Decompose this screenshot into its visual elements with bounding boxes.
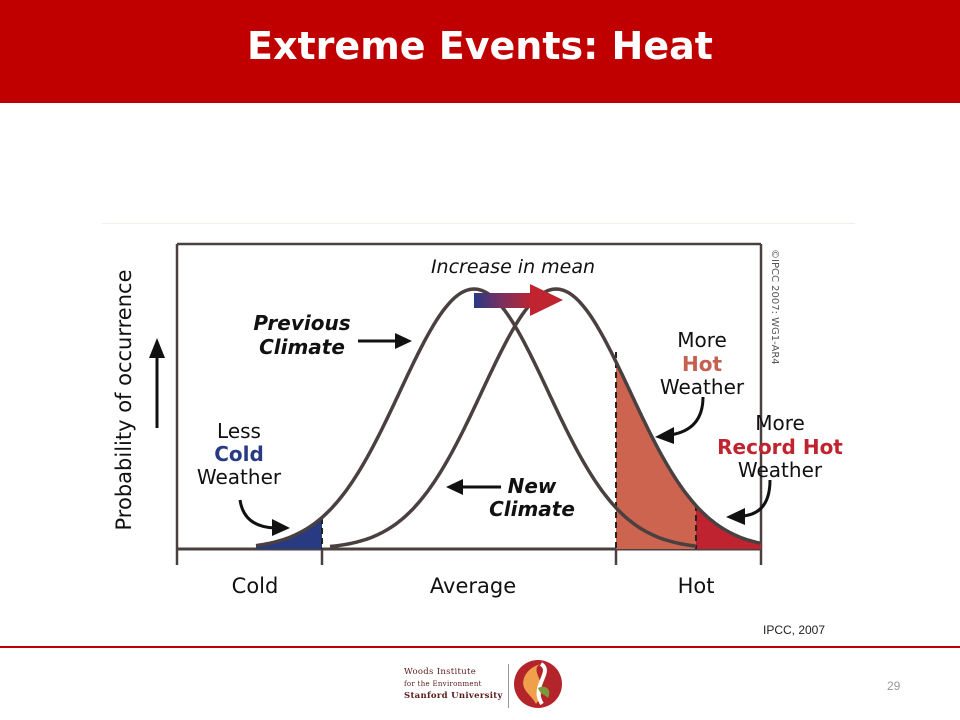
x-label-average: Average — [430, 574, 516, 598]
previous-climate-curve — [255, 287, 697, 548]
figure-frame — [102, 223, 855, 604]
footer-logo: Woods Institute for the Environment Stan… — [404, 658, 574, 714]
record-hot-tail-area — [696, 505, 761, 549]
title-bar: Extreme Events: Heat — [0, 0, 960, 103]
previous-climate-arrow-head — [395, 333, 412, 349]
hot-tail-area — [616, 361, 696, 549]
less-cold-line1: Less — [217, 419, 261, 443]
stanford-woods-emblem — [514, 660, 562, 708]
new-climate-arrow-head — [446, 479, 463, 495]
logo-line3: Stanford University — [404, 691, 503, 701]
previous-climate-label-line2: Climate — [259, 335, 345, 359]
record-hot-line2: Record Hot — [717, 435, 843, 459]
new-climate-label-line2: Climate — [489, 497, 575, 521]
less-cold-line2: Cold — [214, 442, 264, 466]
x-label-cold: Cold — [232, 574, 279, 598]
bottom-rule — [0, 646, 960, 648]
record-hot-arrow-head — [726, 508, 745, 525]
logo-line1: Woods Institute — [404, 667, 477, 677]
increase-in-mean-label: Increase in mean — [431, 256, 595, 278]
x-label-hot: Hot — [678, 574, 715, 598]
logo-line2: for the Environment — [404, 680, 482, 688]
more-hot-line3: Weather — [660, 375, 745, 399]
more-hot-arrow-shaft — [669, 396, 705, 437]
record-hot-line3: Weather — [738, 458, 823, 482]
more-hot-line2: Hot — [682, 352, 722, 376]
increase-arrow-body — [474, 293, 534, 308]
y-axis-label: Probability of occurrence — [112, 270, 136, 531]
logo-text: Woods Institute for the Environment Stan… — [404, 666, 514, 702]
increase-arrow-head — [530, 284, 563, 316]
logo-divider — [508, 664, 509, 708]
citation: IPCC, 2007 — [763, 623, 826, 637]
record-hot-line1: More — [755, 411, 805, 435]
y-axis-arrow-head — [149, 338, 165, 358]
more-hot-line1: More — [677, 328, 727, 352]
cold-tail-area — [256, 517, 322, 549]
record-hot-arrow-shaft — [741, 479, 772, 518]
less-cold-line3: Weather — [197, 465, 282, 489]
less-cold-arrow-shaft — [238, 499, 276, 530]
new-climate-label-line1: New — [508, 474, 557, 498]
slide-title: Extreme Events: Heat — [247, 24, 713, 68]
previous-climate-label-line1: Previous — [253, 311, 350, 335]
more-hot-arrow-head — [655, 427, 674, 444]
less-cold-arrow-head — [272, 519, 290, 536]
copyright-label: ©IPCC 2007: WG1-AR4 — [769, 249, 780, 365]
page-number: 29 — [887, 679, 901, 693]
